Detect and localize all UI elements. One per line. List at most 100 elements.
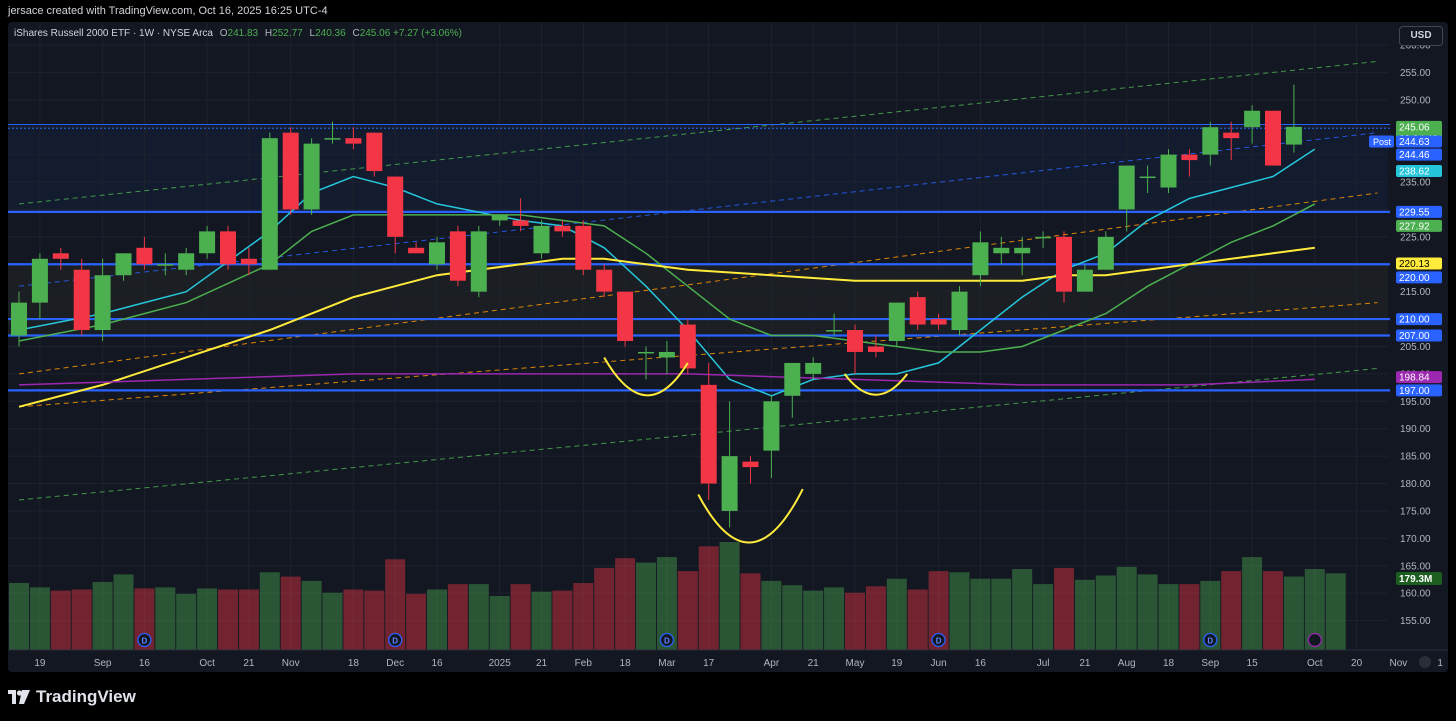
volume-bar <box>50 590 71 650</box>
price-label-value: 198.84 <box>1399 373 1430 384</box>
candle-body <box>387 176 404 237</box>
dividend-icon <box>388 632 403 648</box>
dividend-letter: D <box>392 637 398 646</box>
y-tick-label: 250.00 <box>1400 95 1431 106</box>
candle-body <box>282 132 299 210</box>
x-tick-label: 18 <box>1163 658 1175 669</box>
candle-body <box>805 362 822 374</box>
price-label-value: 238.62 <box>1399 167 1430 178</box>
volume-bar <box>1325 573 1346 650</box>
candle-body <box>826 330 843 332</box>
volume-bar <box>803 590 824 650</box>
candle-body <box>554 225 571 232</box>
chart-panel[interactable]: DDDDD260.00255.00250.00245.00240.00235.0… <box>8 22 1448 672</box>
candle-body <box>1139 176 1156 179</box>
volume-bar <box>1200 580 1221 650</box>
price-label-bg <box>1396 135 1442 148</box>
volume-bar <box>656 557 677 650</box>
candle-body <box>888 302 905 341</box>
x-tick-label: 18 <box>348 658 360 669</box>
symbol-legend: iShares Russell 2000 ETF · 1W · NYSE Arc… <box>14 28 462 39</box>
volume-bar <box>155 587 176 650</box>
volume-bar <box>1012 569 1033 650</box>
candle-body <box>1014 247 1031 254</box>
candle-body <box>533 225 550 254</box>
volume-bars <box>9 542 1346 650</box>
volume-bar <box>594 567 615 650</box>
candle-body <box>658 351 675 358</box>
x-tick-label: Dec <box>386 658 404 669</box>
candle-body <box>470 231 487 292</box>
trend-line <box>18 60 1378 205</box>
volume-bar <box>1304 569 1325 650</box>
volume-bar <box>510 584 531 650</box>
price-label-bg <box>1396 384 1442 397</box>
high-label: H <box>264 28 273 39</box>
volume-bar <box>573 583 594 650</box>
volume-bar <box>92 581 113 650</box>
candle-body <box>366 132 383 172</box>
volume-bar <box>447 584 468 650</box>
moving-averages <box>18 148 1316 408</box>
candle-body <box>73 269 90 331</box>
candle-body <box>240 258 257 265</box>
volume-bar <box>615 558 636 650</box>
candle-body <box>784 362 801 396</box>
volume-bar <box>322 592 343 650</box>
y-tick-label: 190.00 <box>1400 424 1431 435</box>
volume-bar <box>1221 571 1242 650</box>
horizontal-levels <box>8 123 1390 392</box>
candle-body <box>596 269 613 292</box>
candle-body <box>52 253 69 259</box>
candle-body <box>1181 154 1198 161</box>
candle-body <box>575 225 592 270</box>
candle-body <box>1223 132 1240 139</box>
x-tick-label: 19 <box>891 658 903 669</box>
volume-bar <box>29 587 50 650</box>
trend-line <box>18 192 1378 375</box>
volume-bar <box>1074 579 1095 650</box>
candle-body <box>512 220 529 226</box>
post-tag-label: Post <box>1373 137 1392 147</box>
volume-bar <box>385 559 406 650</box>
price-label-bg <box>1396 165 1442 178</box>
candle-body <box>157 264 174 266</box>
x-tick-label: 21 <box>536 658 548 669</box>
x-tick-label: Jul <box>1037 658 1050 669</box>
volume-bar <box>552 590 573 650</box>
x-tick-label: Nov <box>282 658 300 669</box>
x-tick-label: Feb <box>575 658 593 669</box>
volume-bar <box>1054 567 1074 650</box>
price-chart[interactable]: DDDDD260.00255.00250.00245.00240.00235.0… <box>8 22 1448 672</box>
x-tick-label: Sep <box>1201 658 1219 669</box>
y-tick-label: 175.00 <box>1400 506 1431 517</box>
dividend-letter: D <box>1207 637 1213 646</box>
open-label: O <box>219 28 228 39</box>
pattern-curve <box>843 373 909 396</box>
candle-body <box>993 247 1010 254</box>
volume-bar <box>531 591 552 650</box>
volume-bar <box>636 562 656 650</box>
price-label-value: 229.55 <box>1399 207 1430 218</box>
candle-body <box>449 231 466 281</box>
x-tick-label: 2025 <box>489 658 512 669</box>
price-label-bg <box>1396 271 1442 284</box>
currency-button[interactable]: USD <box>1399 26 1443 46</box>
close-value: 245.06 <box>359 28 391 39</box>
dividend-icon <box>137 632 152 648</box>
post-tag-bg <box>1369 135 1394 148</box>
candle-body <box>1244 110 1261 128</box>
volume-bar <box>364 590 385 650</box>
volume-bar <box>301 580 322 650</box>
price-label-value: 197.00 <box>1399 386 1430 397</box>
candle-body <box>1160 154 1177 188</box>
price-label-bg <box>1396 257 1442 270</box>
y-tick-label: 215.00 <box>1400 287 1431 298</box>
volume-bar <box>698 546 719 650</box>
pattern-curve <box>697 488 804 544</box>
change-value: +7.27 (+3.06%) <box>393 28 462 39</box>
price-label-value: 245.06 <box>1399 122 1430 133</box>
volume-bar <box>886 578 907 650</box>
volume-bar <box>761 580 782 650</box>
x-tick-label: 19 <box>34 658 46 669</box>
